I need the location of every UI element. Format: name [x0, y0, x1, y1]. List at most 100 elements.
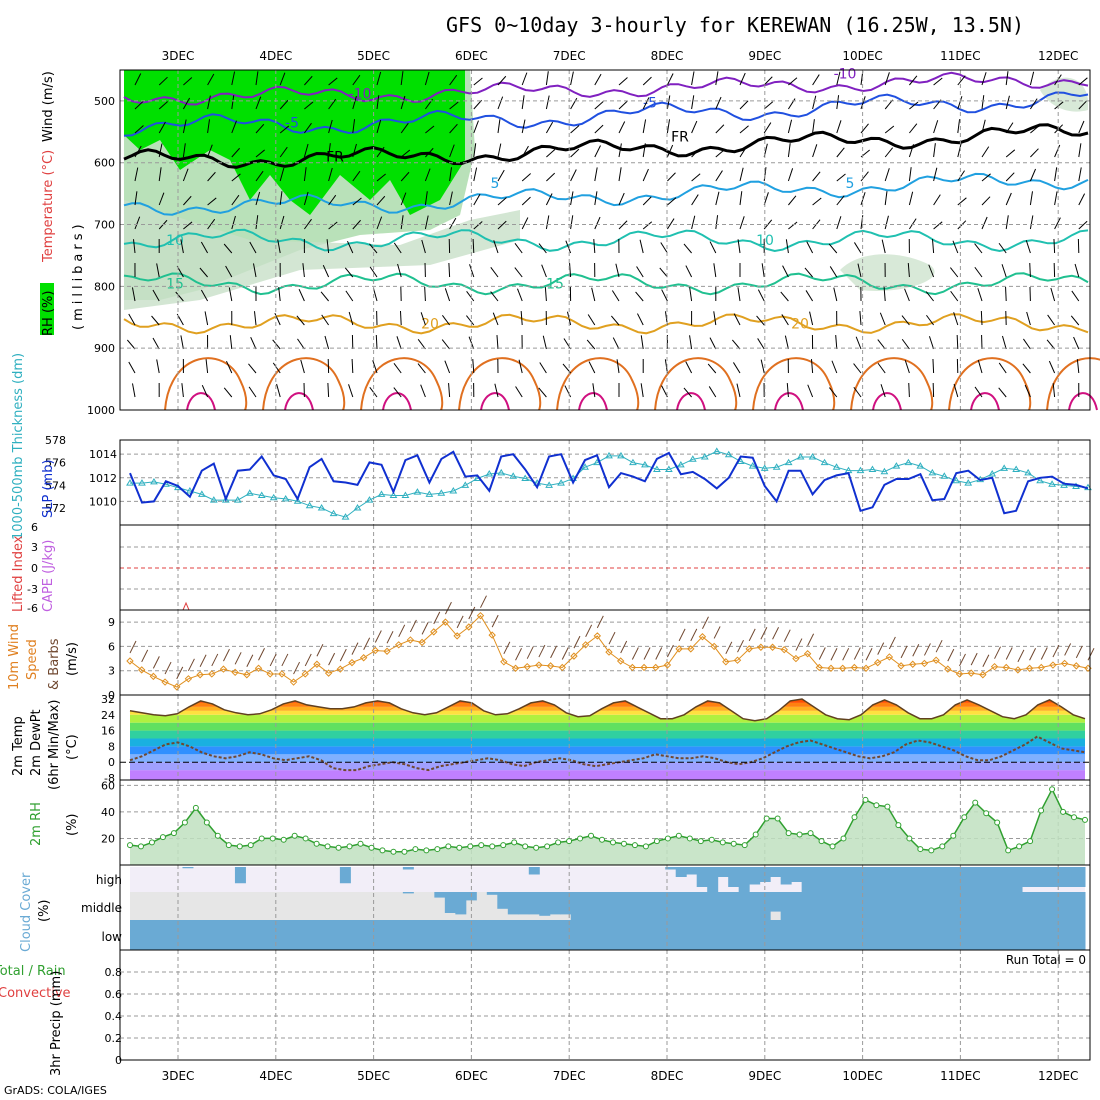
wind10m-point — [979, 671, 987, 679]
wind10m-point — [815, 663, 824, 672]
cloud-bar — [1022, 867, 1034, 887]
cloud-bar — [980, 892, 992, 920]
wind-barb — [231, 215, 236, 230]
rh2m-point — [423, 847, 430, 854]
wind-barb — [805, 290, 814, 302]
cloud-bar — [339, 867, 351, 884]
wind-barb — [763, 101, 774, 110]
wind-barb — [545, 193, 553, 206]
rh2m-point — [313, 840, 320, 847]
cloud-bar — [948, 920, 960, 950]
wind10m-point — [862, 664, 870, 672]
wind10m-point — [348, 658, 356, 667]
wind-barb — [514, 243, 523, 254]
temp-contour-label: 15 — [166, 276, 184, 292]
wind10m-barb — [456, 615, 464, 629]
wind-barb — [303, 122, 312, 134]
temp-band — [130, 695, 1085, 699]
cloud-bar — [927, 920, 939, 950]
cloud-bar — [1022, 920, 1034, 950]
wind-barb — [393, 242, 402, 254]
temp-band — [130, 754, 1085, 763]
upper-air-ylabels: RH (%) Temperature (°C) Wind (m/s) (mill… — [40, 71, 86, 336]
wind-barb — [441, 339, 450, 350]
wind-barb — [473, 77, 483, 86]
wind-barb — [521, 145, 529, 158]
wind-barb — [1005, 215, 1009, 230]
wind-barb — [904, 288, 910, 302]
wind-barb — [981, 216, 988, 230]
wind-barb — [128, 313, 136, 326]
wind-barb — [570, 97, 578, 110]
wind-barb — [787, 119, 793, 134]
wind-barb — [375, 335, 378, 350]
cloud-bar — [1032, 867, 1044, 887]
cloud-bar — [518, 892, 530, 915]
wind10m-barb — [1075, 645, 1083, 659]
wind10m-point — [780, 645, 788, 654]
wind-barb — [828, 243, 838, 254]
cloud-bar — [1001, 867, 1013, 892]
cloud-bar — [885, 867, 897, 892]
wind10m-point — [1049, 661, 1057, 669]
lifted-index-tick-label: -3 — [27, 583, 38, 596]
temp-contour-30 — [186, 392, 216, 411]
rh2m-point — [675, 832, 682, 839]
wind10m-point — [126, 657, 134, 665]
thickness-point — [341, 513, 350, 520]
date-axis-bottom: 3DEC 4DEC 5DEC 6DEC 7DEC 8DEC 9DEC 10DEC 11DEC 12… — [162, 1069, 1079, 1083]
cloud-bar — [843, 892, 855, 920]
temp-band — [130, 722, 1085, 731]
cloud-bar — [833, 892, 845, 920]
wind10m-barb — [141, 649, 149, 663]
wind-barb — [565, 240, 572, 254]
rh2m-point — [346, 843, 353, 850]
rh2m-point — [445, 843, 452, 850]
cloud-bar — [749, 867, 761, 885]
wind-barb — [376, 146, 385, 158]
wind-barb — [594, 145, 601, 158]
cloud-bar — [696, 920, 708, 950]
cloud-bar — [812, 920, 824, 950]
thickness-point — [700, 453, 709, 460]
lifted-index-tick-label: -6 — [27, 602, 38, 615]
cloud-bar — [875, 867, 887, 892]
wind10m-barb — [994, 646, 1001, 659]
wind-barb — [855, 336, 862, 350]
wind-barb — [352, 143, 357, 158]
thickness-point — [353, 504, 362, 511]
wind-barb — [611, 290, 620, 302]
thickness-point — [964, 479, 973, 486]
wind10m-barb — [923, 643, 931, 656]
wind-barb — [829, 266, 838, 278]
temp-band — [130, 738, 1085, 747]
cloud-bar — [738, 920, 750, 950]
wind10m-point — [1002, 663, 1010, 672]
wind-barb — [956, 335, 959, 350]
wind-barb — [521, 95, 525, 110]
cloud-bar — [749, 892, 761, 920]
wind-barb — [908, 383, 910, 398]
wind-barb — [521, 173, 531, 182]
temp-contour-label: FR — [671, 130, 689, 146]
rh2m-point — [500, 842, 507, 849]
wind-barb — [303, 143, 309, 158]
cloud-bar — [812, 892, 824, 920]
rh2m-point — [522, 843, 529, 850]
wind10m-point — [137, 666, 146, 674]
rh2m-point — [730, 840, 737, 847]
temp-contour-30 — [480, 392, 510, 411]
thickness-point — [138, 479, 146, 486]
wind10m-point — [581, 641, 590, 649]
wind-barb — [328, 77, 338, 86]
precip-tick-label: 0.2 — [105, 1032, 123, 1045]
cloud-bar — [875, 892, 887, 920]
wind-barb — [953, 312, 959, 326]
wind-barb — [376, 119, 382, 134]
rh2m-point — [181, 819, 188, 826]
wind-barb — [1029, 168, 1037, 182]
wind-barb — [134, 73, 142, 86]
temp-contour — [123, 228, 1089, 253]
wind-barb — [933, 120, 939, 134]
wind-barb — [904, 360, 910, 374]
